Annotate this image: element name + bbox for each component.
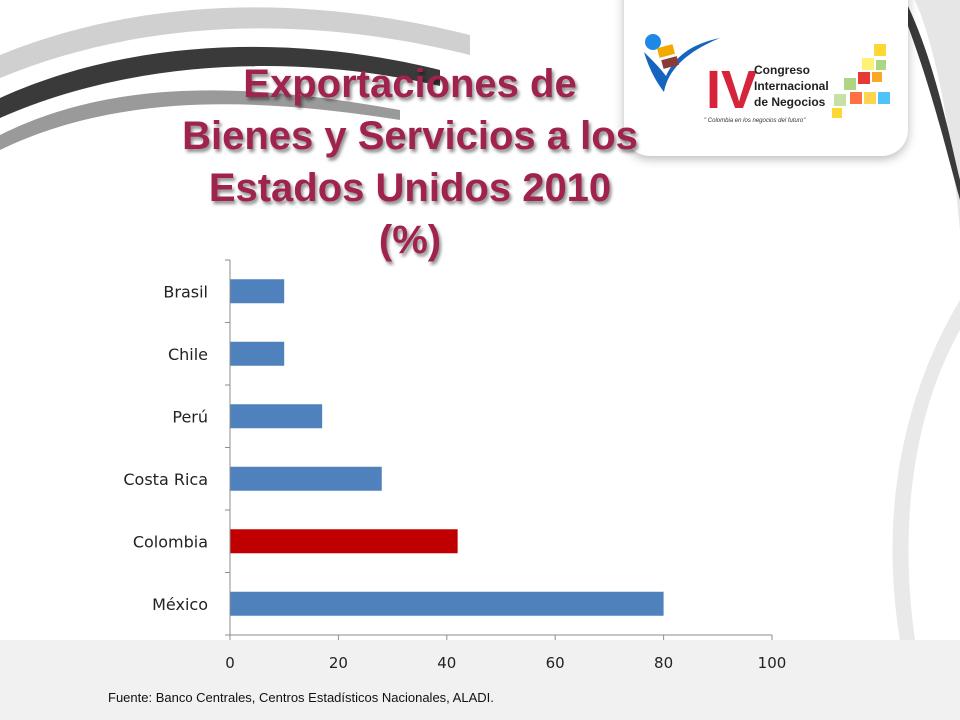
x-tick-label: 0 [225,654,235,672]
category-label: Costa Rica [123,470,208,489]
congress-logo: IV Congreso Internacional de Negocios " … [644,34,890,124]
bar-2 [230,404,323,429]
logo-line-2: Internacional [754,79,829,93]
category-label: Colombia [133,532,208,551]
category-label: Chile [168,345,208,364]
logo-line-3: de Negocios [754,95,826,109]
x-tick-label: 100 [758,654,787,672]
slide-title: Exportaciones de Bienes y Servicios a lo… [182,62,638,262]
logo-line-1: Congreso [754,63,810,77]
x-tick-label: 60 [546,654,565,672]
x-tick-label: 80 [654,654,673,672]
bar-4 [230,529,458,554]
bar-1 [230,341,285,366]
category-label: Perú [172,407,208,426]
bar-3 [230,466,382,491]
category-label: México [152,595,208,614]
source-note: Fuente: Banco Centrales, Centros Estadís… [108,690,494,705]
bar-5 [230,591,664,616]
logo-numeral: IV [706,60,757,120]
category-label: Brasil [163,282,208,301]
logo-card: IV Congreso Internacional de Negocios " … [624,0,908,156]
x-tick-label: 20 [329,654,348,672]
bar-0 [230,279,285,304]
x-tick-label: 40 [437,654,456,672]
logo-tagline: " Colombia en los negocios del futuro" [704,118,806,124]
